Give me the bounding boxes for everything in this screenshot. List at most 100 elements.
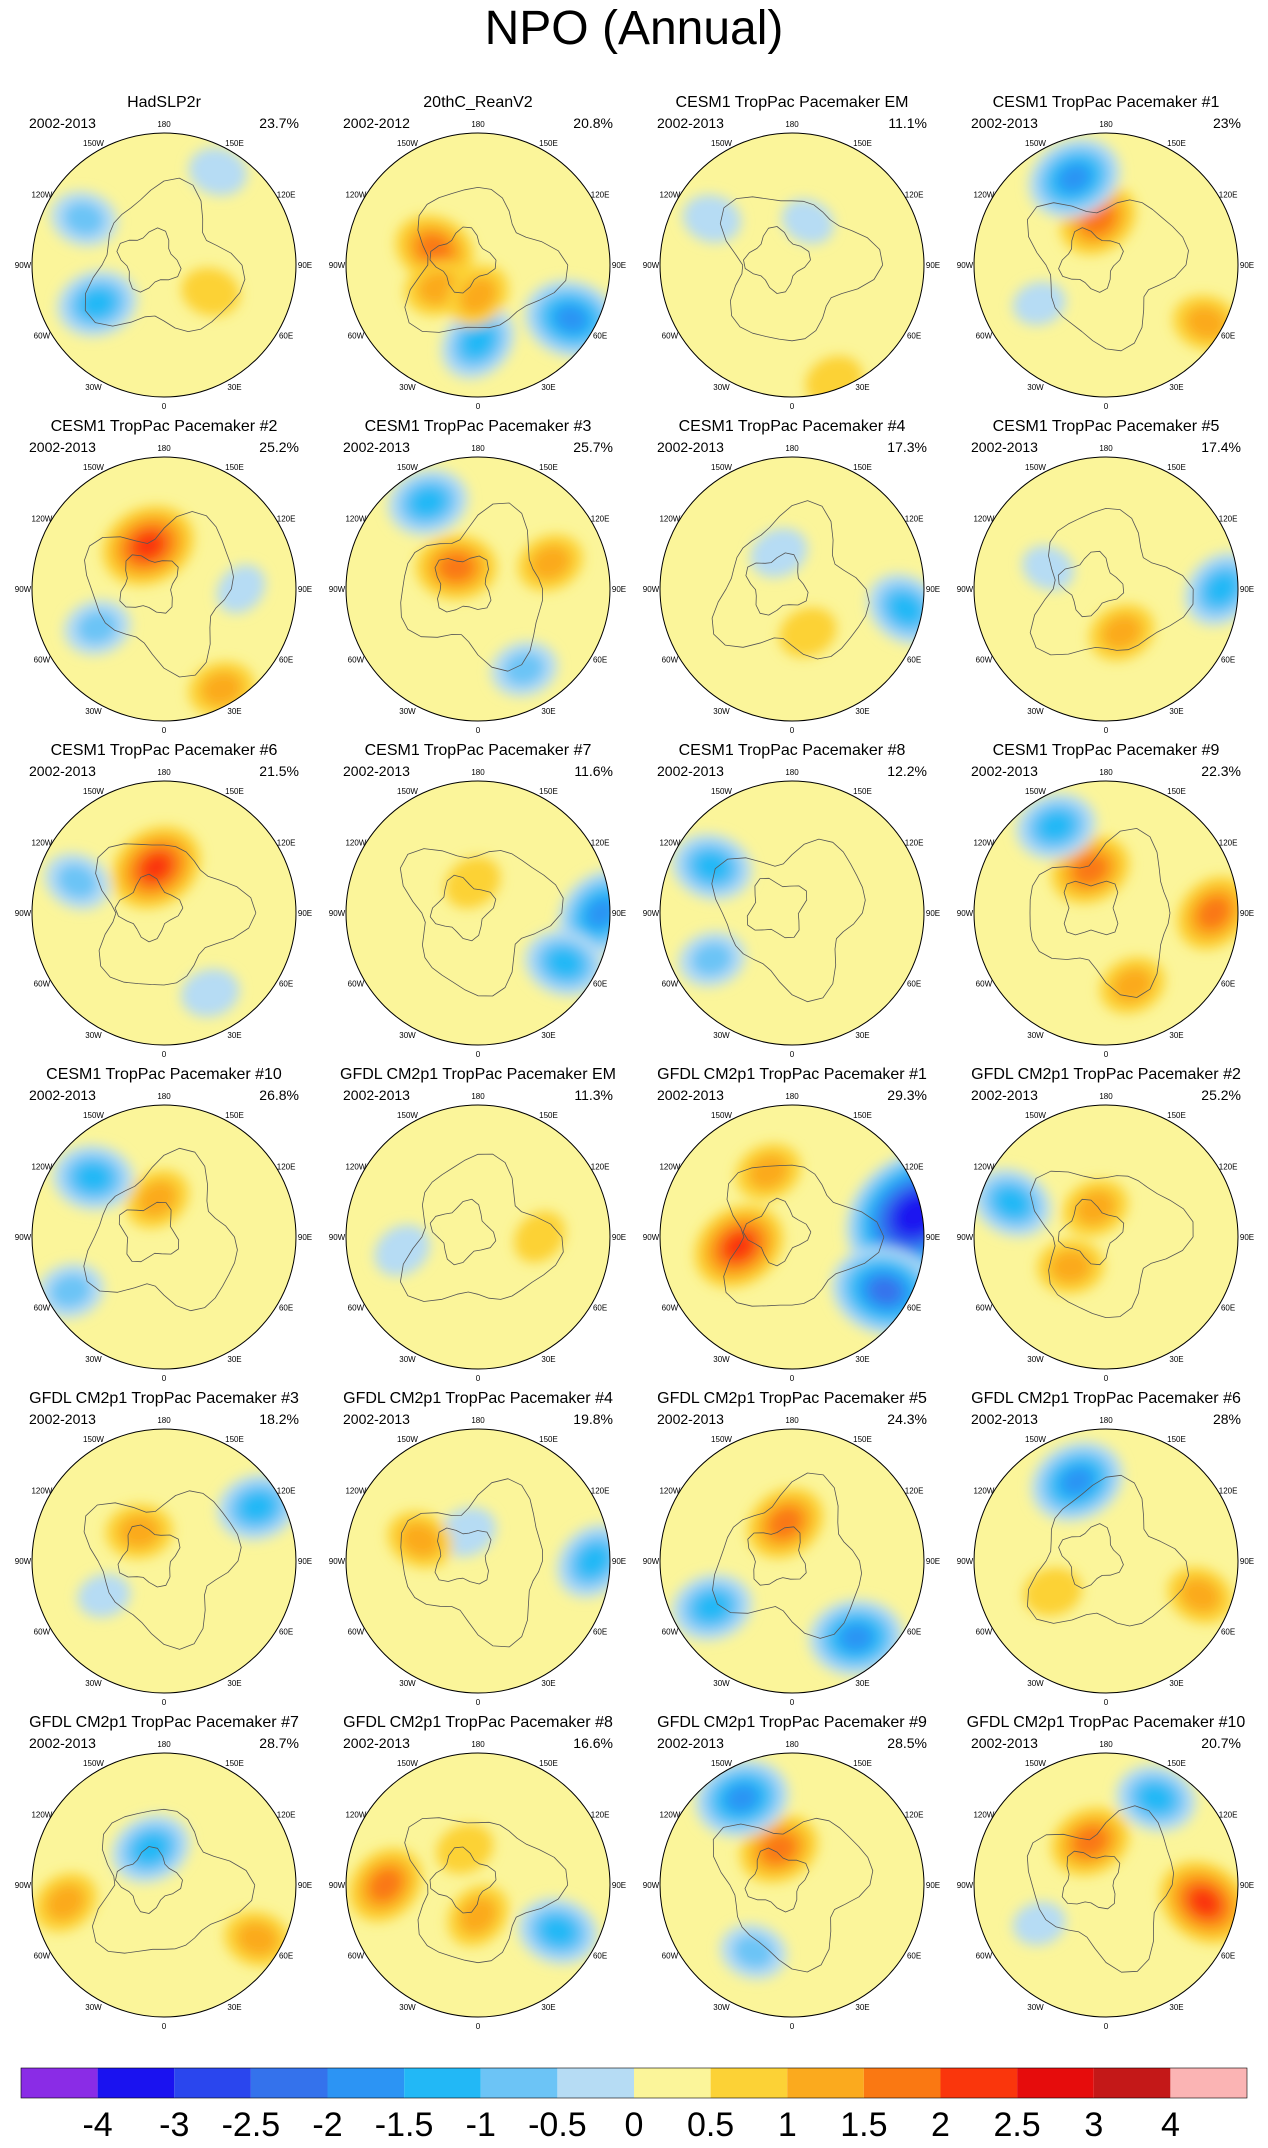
longitude-label: 150E <box>225 1759 244 1768</box>
figure-title: NPO (Annual) <box>485 2 784 55</box>
longitude-label: 30W <box>1027 2003 1044 2012</box>
coastline <box>400 502 543 672</box>
slp-field <box>660 781 924 1045</box>
colorbar-swatch <box>327 2068 405 2098</box>
panel-title: GFDL CM2p1 TropPac Pacemaker #9 <box>657 1714 927 1731</box>
longitude-label: 120W <box>31 515 52 524</box>
slp-field <box>974 781 1238 1045</box>
longitude-label: 150E <box>853 1759 872 1768</box>
longitude-label: 0 <box>1104 1374 1109 1383</box>
longitude-label: 180 <box>157 768 171 777</box>
longitude-label: 0 <box>162 402 167 411</box>
longitude-label: 90W <box>15 1881 32 1890</box>
longitude-label: 0 <box>1104 726 1109 735</box>
longitude-label: 30E <box>227 2003 241 2012</box>
anomaly-contour <box>888 593 923 625</box>
map-boundary <box>973 1428 1239 1694</box>
longitude-label: 30E <box>1169 1031 1183 1040</box>
anomaly-contour <box>1022 545 1075 591</box>
slp-field <box>974 1429 1238 1693</box>
longitude-label: 150E <box>853 1111 872 1120</box>
longitude-label: 90W <box>15 261 32 270</box>
map-boundary <box>345 456 611 722</box>
colorbar-swatch <box>174 2068 251 2098</box>
anomaly-contour <box>133 1833 169 1864</box>
map-panel: CESM1 TropPac Pacemaker #10 2002-2013 26.8… <box>15 1066 312 1383</box>
panel-title: CESM1 TropPac Pacemaker #2 <box>51 418 278 435</box>
slp-field <box>660 1429 924 1693</box>
coastline <box>1026 1805 1174 1973</box>
longitude-label: 30E <box>227 707 241 716</box>
colorbar-tick-label: 4 <box>1161 2106 1180 2144</box>
longitude-label: 180 <box>785 120 799 129</box>
longitude-label: 60W <box>976 656 993 665</box>
panel-variance: 28.7% <box>259 1735 299 1751</box>
longitude-label: 0 <box>162 726 167 735</box>
colorbar-swatch <box>21 2068 98 2098</box>
anomaly-contour <box>1038 811 1074 842</box>
anomaly-contour <box>761 1833 797 1864</box>
anomaly-contour <box>1179 1577 1221 1613</box>
longitude-label: 120E <box>905 1487 924 1496</box>
longitude-label: 30E <box>227 383 241 392</box>
anomaly-contour <box>540 1916 576 1946</box>
longitude-label: 150E <box>225 463 244 472</box>
coastline <box>711 838 866 1003</box>
longitude-label: 60E <box>279 1304 293 1313</box>
panel-period: 2002-2013 <box>343 1411 410 1427</box>
slp-field <box>32 781 296 1045</box>
longitude-label: 60E <box>1221 1304 1235 1313</box>
longitude-label: 60W <box>348 980 365 989</box>
longitude-label: 120W <box>659 839 680 848</box>
longitude-label: 30E <box>541 1031 555 1040</box>
colorbar-tick-label: -1 <box>466 2106 496 2144</box>
longitude-label: 30E <box>227 1355 241 1364</box>
map-panel: 20thC_ReanV2 2002-2012 20.8% 180 150E 120E 90E… <box>329 94 626 411</box>
longitude-label: 30E <box>855 1031 869 1040</box>
longitude-label: 90W <box>643 909 660 918</box>
longitude-label: 60W <box>662 1628 679 1637</box>
longitude-label: 0 <box>162 1374 167 1383</box>
slp-field <box>974 1753 1238 2017</box>
longitude-label: 150W <box>711 787 732 796</box>
anomaly-contour <box>75 1163 112 1193</box>
coastline <box>1027 199 1189 352</box>
longitude-label: 90E <box>926 1233 940 1242</box>
panel-variance: 20.8% <box>573 115 613 131</box>
panel-period: 2002-2013 <box>657 1735 724 1751</box>
slp-field <box>660 1105 924 1369</box>
map-panel: GFDL CM2p1 TropPac Pacemaker #4 2002-2013… <box>329 1390 626 1707</box>
panel-title: GFDL CM2p1 TropPac Pacemaker #2 <box>971 1066 1241 1083</box>
longitude-label: 90W <box>957 909 974 918</box>
longitude-label: 120W <box>31 191 52 200</box>
longitude-label: 90W <box>643 585 660 594</box>
longitude-label: 180 <box>1099 1416 1113 1425</box>
longitude-label: 120W <box>973 1811 994 1820</box>
longitude-label: 30W <box>85 707 102 716</box>
panel-grid: HadSLP2r 2002-2013 23.7% 180 150E 120E 90E 60E 3… <box>15 94 1254 2031</box>
map-boundary <box>345 780 611 1046</box>
longitude-label: 120E <box>1219 839 1238 848</box>
map-boundary <box>973 132 1239 398</box>
longitude-label: 150E <box>1167 787 1186 796</box>
longitude-label: 30E <box>1169 1355 1183 1364</box>
longitude-label: 90E <box>926 1881 940 1890</box>
colorbar-swatch <box>1093 2068 1171 2098</box>
longitude-label: 150W <box>711 463 732 472</box>
longitude-label: 90E <box>926 585 940 594</box>
longitude-label: 90W <box>643 1557 660 1566</box>
anomaly-contour <box>546 948 583 978</box>
map-boundary <box>31 132 297 398</box>
longitude-label: 60W <box>348 1304 365 1313</box>
longitude-label: 0 <box>1104 1050 1109 1059</box>
longitude-label: 0 <box>790 726 795 735</box>
longitude-label: 90E <box>1240 1881 1254 1890</box>
panel-period: 2002-2012 <box>343 115 410 131</box>
panel-period: 2002-2013 <box>657 1411 724 1427</box>
longitude-label: 90E <box>612 261 626 270</box>
longitude-label: 120E <box>905 1163 924 1172</box>
map-panel: GFDL CM2p1 TropPac Pacemaker #1 2002-2013… <box>643 1066 940 1383</box>
longitude-label: 60E <box>593 1628 607 1637</box>
longitude-label: 60E <box>593 1304 607 1313</box>
anomaly-contour <box>503 652 545 686</box>
